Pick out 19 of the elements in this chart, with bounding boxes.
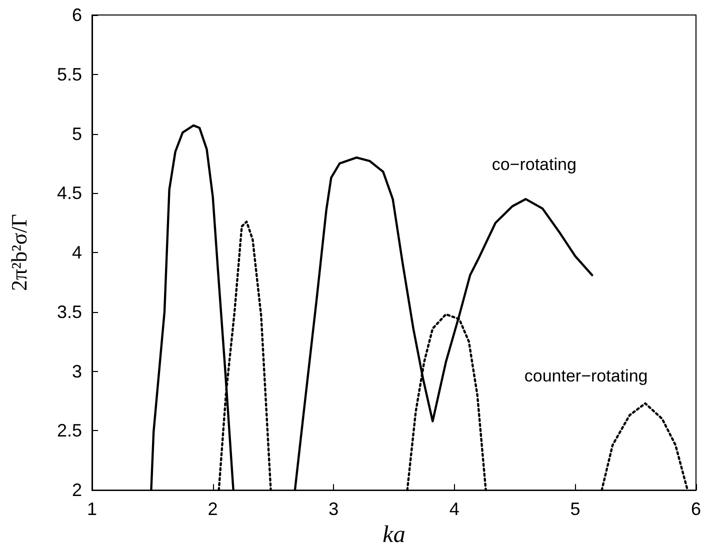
x-tick-label: 6	[690, 499, 701, 520]
y-tick-label: 3	[72, 361, 82, 382]
y-tick-label: 4	[72, 242, 82, 263]
x-tick-label: 5	[570, 499, 580, 520]
x-tick-label: 1	[86, 499, 98, 520]
x-axis-title: ka	[382, 522, 406, 548]
x-tick-label: 2	[208, 499, 218, 520]
y-tick-label: 5.5	[56, 64, 82, 84]
x-tick-label: 4	[449, 499, 460, 520]
text: co−rotating	[492, 155, 576, 174]
y-tick-label: 3.5	[56, 302, 82, 322]
y-axis-title: 2π²b²σ/Γ	[6, 214, 32, 292]
y-tick-label: 4.5	[56, 183, 82, 204]
y-tick-label: 6	[72, 5, 82, 25]
x-tick-label: 3	[328, 499, 339, 520]
y-tick-label: 5	[72, 124, 82, 144]
series-label: counter−rotating	[524, 366, 648, 386]
y-tick-label: 2	[72, 480, 82, 500]
y-tick-label: 2.5	[56, 420, 82, 441]
